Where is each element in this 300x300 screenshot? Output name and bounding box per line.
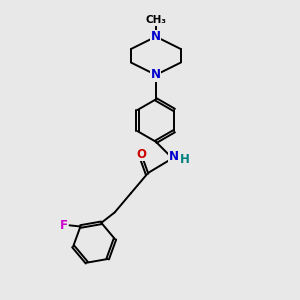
Text: O: O — [137, 148, 147, 160]
Text: N: N — [169, 150, 178, 163]
Text: N: N — [151, 68, 161, 81]
Text: H: H — [179, 153, 189, 166]
Text: CH₃: CH₃ — [146, 15, 167, 26]
Text: N: N — [151, 30, 161, 43]
Text: F: F — [60, 219, 68, 232]
